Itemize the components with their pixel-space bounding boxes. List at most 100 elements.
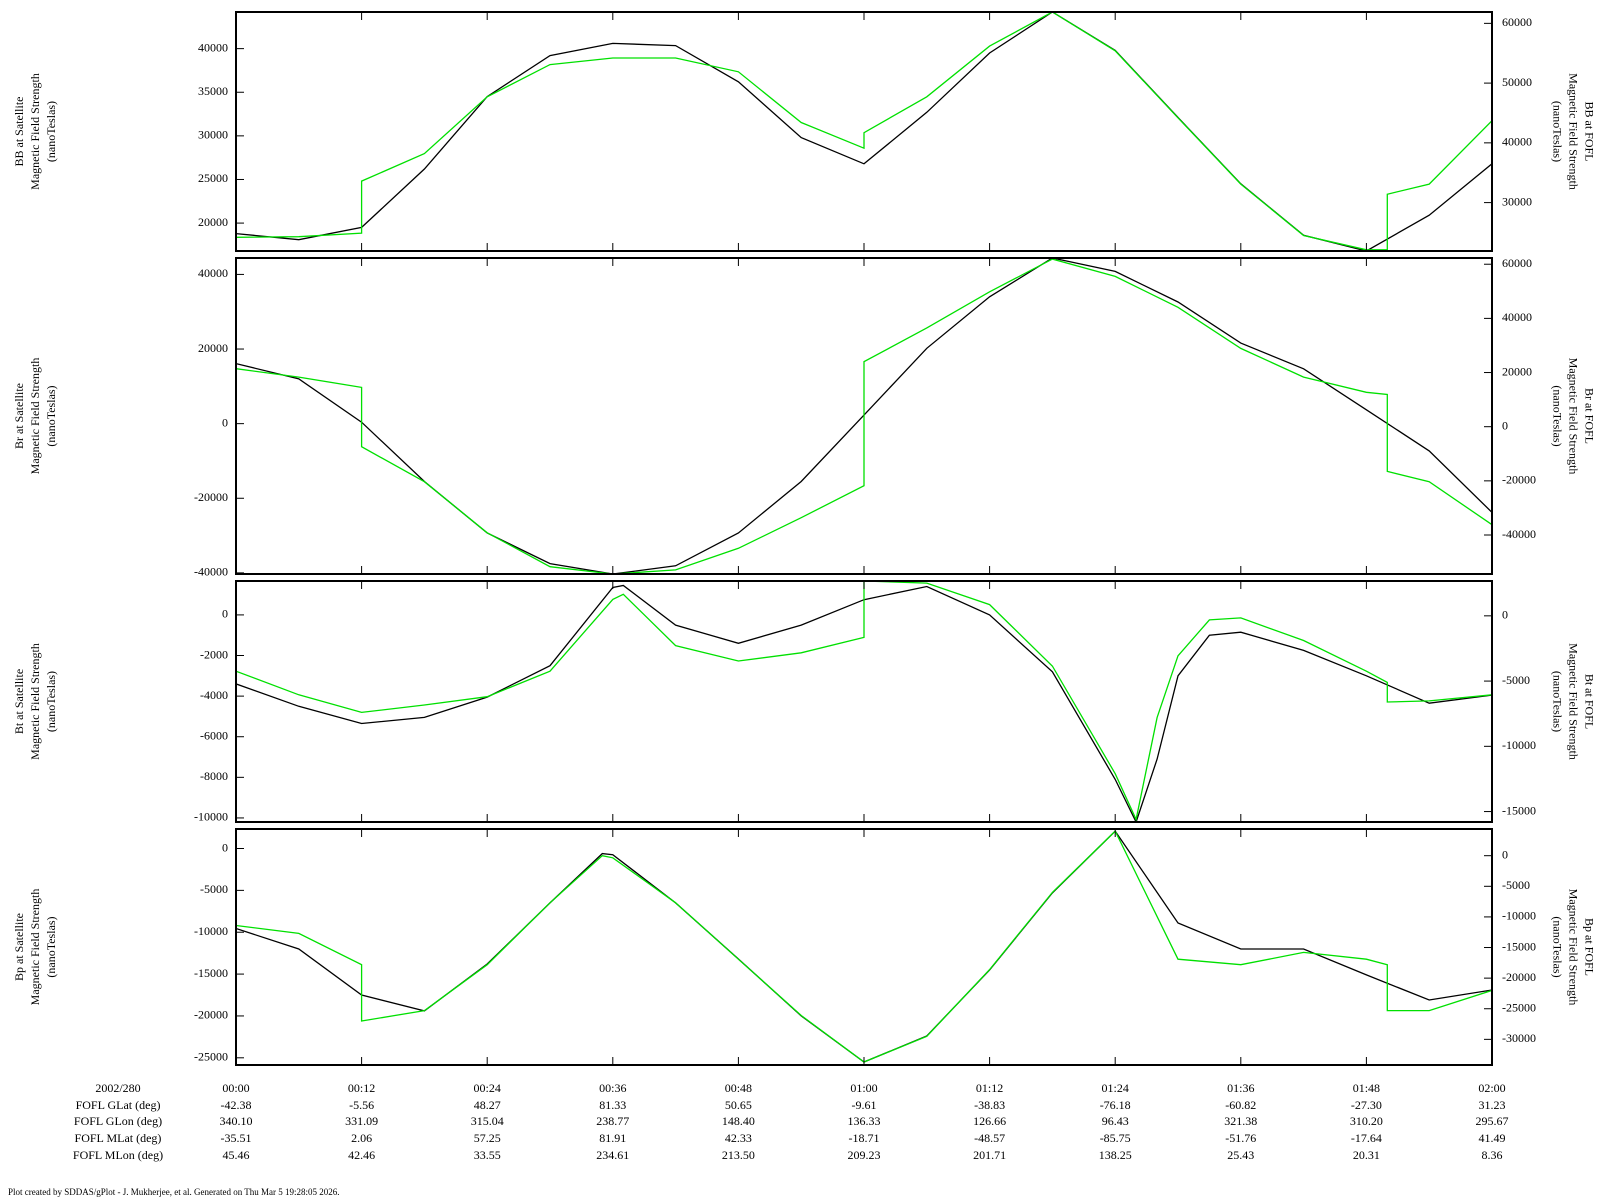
row-value: -60.82: [1225, 1098, 1256, 1112]
y2-tick-label: -40000: [1502, 527, 1536, 541]
y2-tick-label: 40000: [1502, 135, 1532, 149]
row-value: 42.46: [348, 1148, 375, 1162]
row-value: 148.40: [722, 1114, 755, 1128]
series-line: [236, 258, 1492, 574]
date-label: 2002/280: [95, 1081, 140, 1095]
row-value: 136.33: [848, 1114, 881, 1128]
y2-tick-label: 60000: [1502, 256, 1532, 270]
row-value: 41.49: [1479, 1131, 1506, 1145]
row-value: -51.76: [1225, 1131, 1256, 1145]
y-axis-label: Bt at Satellite: [12, 669, 26, 734]
y2-tick-label: 30000: [1502, 194, 1532, 208]
y2-axis-label: Magnetic Field Strength: [1566, 889, 1580, 1006]
y-axis-label: Magnetic Field Strength: [28, 643, 42, 760]
x-tick-label: 01:36: [1227, 1081, 1254, 1095]
y-tick-label: 0: [222, 607, 228, 621]
y-tick-label: 0: [222, 415, 228, 429]
x-tick-label: 00:00: [222, 1081, 249, 1095]
row-value: -5.56: [349, 1098, 374, 1112]
y-tick-label: -20000: [194, 490, 228, 504]
y2-tick-label: 20000: [1502, 364, 1532, 378]
row-value: 321.38: [1224, 1114, 1257, 1128]
x-tick-label: 00:36: [599, 1081, 626, 1095]
row-value: 81.91: [599, 1131, 626, 1145]
y2-axis-label: Br at FOFL: [1582, 388, 1596, 444]
y2-axis-label: Bt at FOFL: [1582, 674, 1596, 729]
row-value: 25.43: [1227, 1148, 1254, 1162]
series-line: [236, 12, 1492, 251]
y2-tick-label: 60000: [1502, 15, 1532, 29]
y2-axis-label: Magnetic Field Strength: [1566, 643, 1580, 760]
y2-tick-label: 0: [1502, 608, 1508, 622]
y-axis-label: (nanoTeslas): [44, 385, 58, 446]
row-value: 234.61: [596, 1148, 629, 1162]
y-tick-label: 25000: [198, 171, 228, 185]
x-tick-label: 00:12: [348, 1081, 375, 1095]
y-tick-label: -40000: [194, 565, 228, 579]
panel-frame: [235, 11, 1493, 252]
y-axis-label: BB at Satellite: [12, 97, 26, 167]
row-value: -17.64: [1351, 1131, 1382, 1145]
y-tick-label: 35000: [198, 84, 228, 98]
row-value: 295.67: [1476, 1114, 1509, 1128]
x-tick-label: 00:24: [474, 1081, 501, 1095]
y2-tick-label: -5000: [1502, 878, 1530, 892]
y-axis-label: (nanoTeslas): [44, 916, 58, 977]
y-axis-label: Br at Satellite: [12, 383, 26, 449]
row-label: FOFL GLon (deg): [74, 1114, 162, 1128]
y2-axis-label: (nanoTeslas): [1550, 101, 1564, 162]
row-value: 310.20: [1350, 1114, 1383, 1128]
y2-tick-label: -15000: [1502, 939, 1536, 953]
plot-area: [236, 12, 1492, 251]
row-value: 81.33: [599, 1098, 626, 1112]
y2-tick-label: -20000: [1502, 970, 1536, 984]
row-value: 42.33: [725, 1131, 752, 1145]
y-tick-label: -4000: [200, 688, 228, 702]
row-value: 48.27: [474, 1098, 501, 1112]
y2-tick-label: -10000: [1502, 738, 1536, 752]
y-tick-label: 40000: [198, 40, 228, 54]
row-value: 126.66: [973, 1114, 1006, 1128]
y2-tick-label: -15000: [1502, 803, 1536, 817]
y-tick-label: 40000: [198, 266, 228, 280]
y-tick-label: 30000: [198, 128, 228, 142]
row-value: 213.50: [722, 1148, 755, 1162]
row-value: 138.25: [1099, 1148, 1132, 1162]
row-value: -42.38: [221, 1098, 252, 1112]
row-value: -85.75: [1100, 1131, 1131, 1145]
x-tick-label: 00:48: [725, 1081, 752, 1095]
row-value: 340.10: [220, 1114, 253, 1128]
y-tick-label: -10000: [194, 810, 228, 824]
y2-axis-label: (nanoTeslas): [1550, 916, 1564, 977]
y2-tick-label: 0: [1502, 847, 1508, 861]
y-tick-label: -5000: [200, 882, 228, 896]
y-tick-label: -6000: [200, 728, 228, 742]
y-tick-label: -8000: [200, 769, 228, 783]
x-tick-label: 01:00: [850, 1081, 877, 1095]
y-tick-label: -15000: [194, 966, 228, 980]
y2-tick-label: 50000: [1502, 75, 1532, 89]
x-tick-label: 01:48: [1353, 1081, 1380, 1095]
y-axis-label: (nanoTeslas): [44, 101, 58, 162]
row-label: FOFL GLat (deg): [76, 1098, 161, 1112]
x-tick-label: 02:00: [1478, 1081, 1505, 1095]
row-value: 8.36: [1482, 1148, 1503, 1162]
y2-axis-label: Magnetic Field Strength: [1566, 73, 1580, 190]
row-value: 2.06: [351, 1131, 372, 1145]
panel-frame: [235, 828, 1493, 1066]
y2-axis-label: Magnetic Field Strength: [1566, 358, 1580, 475]
y2-tick-label: -5000: [1502, 673, 1530, 687]
y-axis-label: Magnetic Field Strength: [28, 358, 42, 475]
row-value: 57.25: [474, 1131, 501, 1145]
y-tick-label: 0: [222, 840, 228, 854]
series-line: [236, 830, 1492, 1063]
y2-axis-label: Bp at FOFL: [1582, 918, 1596, 976]
row-value: -48.57: [974, 1131, 1005, 1145]
series-line: [236, 581, 1492, 822]
row-value: 201.71: [973, 1148, 1006, 1162]
row-value: 96.43: [1102, 1114, 1129, 1128]
x-tick-label: 01:12: [976, 1081, 1003, 1095]
y2-axis-label: BB at FOFL: [1582, 101, 1596, 161]
y2-axis-label: (nanoTeslas): [1550, 385, 1564, 446]
